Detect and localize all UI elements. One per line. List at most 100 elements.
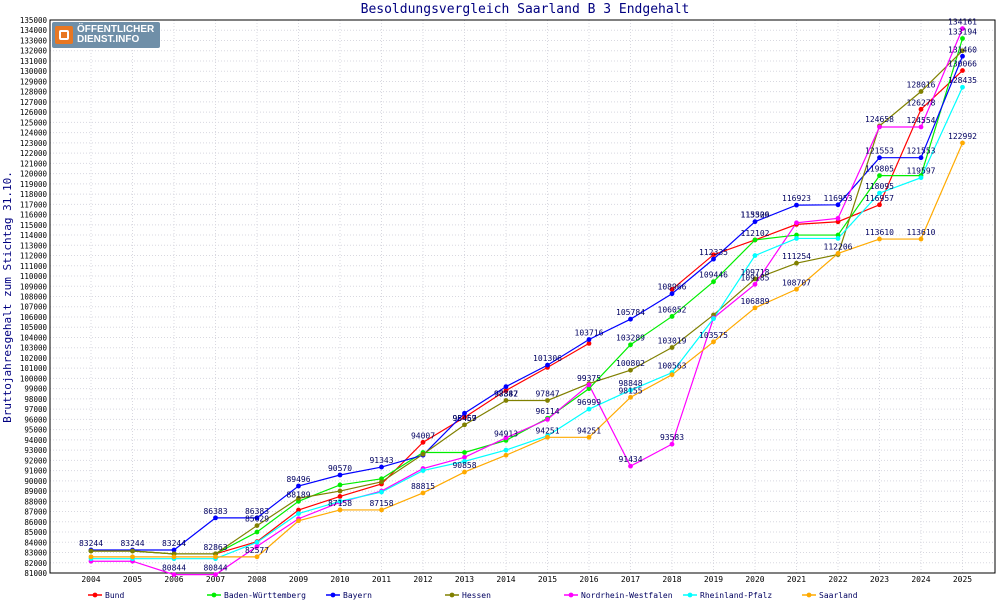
plot-frame [49, 19, 996, 574]
y-tick-label: 118000 [20, 190, 48, 199]
data-point [711, 252, 716, 258]
data-point [379, 507, 384, 513]
data-label: 82577 [245, 546, 269, 555]
data-point [171, 572, 177, 577]
data-label: 83244 [162, 539, 186, 548]
data-point [711, 256, 716, 262]
data-label: 89496 [286, 475, 310, 484]
x-tick-label: 2020 [745, 575, 764, 584]
data-point [752, 253, 758, 258]
x-tick-label: 2014 [496, 575, 515, 584]
data-point [669, 372, 675, 378]
data-point [171, 547, 177, 553]
data-label: 124554 [907, 116, 936, 125]
data-label: 122992 [948, 132, 977, 141]
x-tick-labels: 2004 2005 2006 2007 2008 2009 2010 2011 2012 2013… [81, 575, 972, 584]
data-label: 94007 [411, 431, 435, 440]
data-point [752, 281, 758, 287]
x-tick-label: 2005 [123, 575, 142, 584]
data-point [752, 237, 758, 243]
legend-entry: Nordrhein-Westfalen [581, 591, 673, 600]
data-point [960, 53, 965, 59]
legend-entry: Rheinland-Pfalz [700, 591, 772, 600]
data-point [296, 507, 301, 513]
data-point [420, 468, 426, 473]
data-label: 96999 [577, 398, 601, 407]
data-point [171, 554, 177, 560]
data-point [586, 434, 592, 440]
data-point [960, 26, 965, 31]
y-tick-label: 121000 [20, 159, 48, 168]
data-point [213, 554, 218, 560]
data-point [835, 232, 841, 238]
y-tick-label: 103000 [20, 344, 48, 353]
data-label: 90570 [328, 464, 352, 473]
data-label: 100802 [616, 359, 645, 368]
data-point [794, 220, 799, 226]
data-point [545, 434, 550, 440]
data-point [420, 439, 426, 445]
data-label: 130066 [948, 60, 977, 69]
x-tick-label: 2019 [704, 575, 723, 584]
x-tick-label: 2007 [206, 575, 225, 584]
data-label: 103019 [658, 337, 687, 346]
data-point [586, 382, 592, 388]
data-label: 118095 [865, 182, 894, 191]
data-label: 98848 [618, 379, 642, 388]
data-point [669, 441, 675, 447]
data-point [628, 387, 633, 393]
data-point [462, 414, 467, 420]
y-tick-label: 127000 [20, 98, 48, 107]
y-tick-label: 129000 [20, 77, 48, 86]
data-label: 113610 [907, 228, 936, 237]
data-label: 106052 [658, 305, 687, 314]
data-point [88, 554, 94, 560]
data-point [628, 342, 633, 348]
data-point [794, 286, 799, 292]
y-tick-label: 128000 [20, 88, 48, 97]
oeffentlicher-dienst-logo[interactable]: ÖFFENTLICHER DIENST.INFO [52, 22, 160, 48]
axes [49, 19, 996, 574]
data-point [296, 518, 301, 524]
x-tick-label: 2021 [787, 575, 806, 584]
legend-entry: Hessen [462, 591, 491, 600]
x-tick-label: 2013 [455, 575, 474, 584]
data-point [669, 291, 675, 297]
y-tick-label: 117000 [20, 200, 48, 209]
data-point [462, 410, 467, 416]
data-point [835, 219, 841, 225]
series-line-bayern [91, 56, 964, 551]
data-point [503, 384, 509, 390]
data-point [296, 495, 301, 501]
data-label: 108707 [782, 278, 811, 287]
y-tick-label: 92000 [24, 456, 47, 465]
data-label: 96459 [452, 414, 476, 423]
data-point [586, 386, 592, 392]
data-point [337, 472, 343, 478]
data-label: 109185 [741, 273, 770, 282]
data-point [918, 106, 924, 112]
data-label: 108966 [658, 283, 687, 292]
legend-entry: Bund [105, 591, 124, 600]
y-tick-label: 85000 [24, 528, 47, 537]
x-tick-label: 2010 [330, 575, 349, 584]
y-tick-label: 122000 [20, 149, 48, 158]
data-points [88, 26, 965, 577]
data-point [918, 236, 924, 242]
data-point [960, 36, 965, 41]
chart-title: Besoldungsvergleich Saarland B 3 Endgeha… [361, 2, 690, 17]
y-tick-label: 123000 [20, 139, 48, 148]
y-tick-label: 133000 [20, 36, 48, 45]
data-point [379, 479, 384, 485]
data-point [545, 416, 550, 422]
legend-marker [211, 592, 217, 598]
data-point [794, 236, 799, 241]
data-point [918, 124, 924, 130]
data-label: 128016 [907, 81, 936, 90]
series-line-hessen [91, 50, 963, 555]
data-point [503, 452, 509, 458]
y-tick-label: 98000 [24, 395, 47, 404]
x-tick-label: 2024 [911, 575, 930, 584]
data-label: 111254 [782, 252, 811, 261]
data-point [337, 493, 343, 499]
